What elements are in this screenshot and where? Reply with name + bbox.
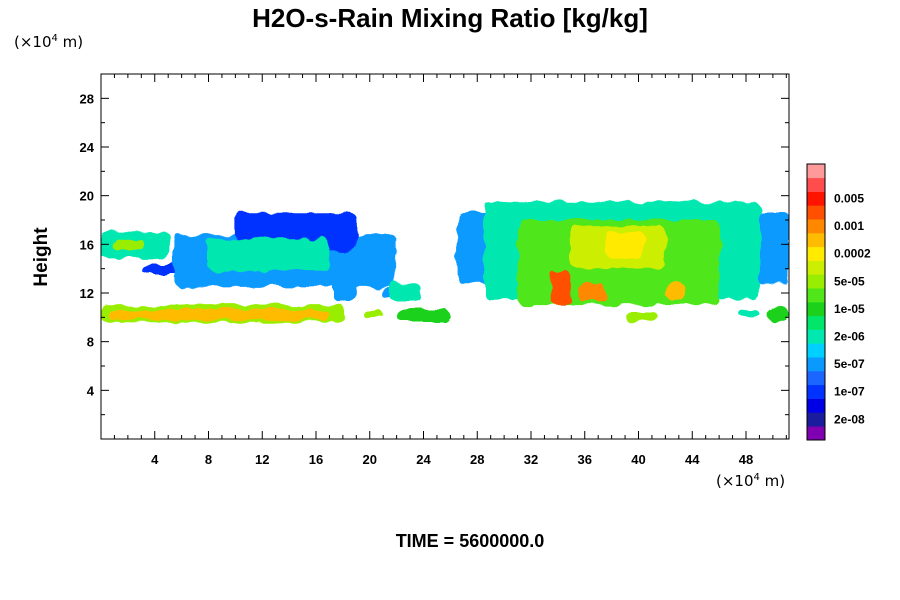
field-region [389,283,421,302]
x-tick-label: 4 [151,452,159,467]
x-tick-label: 32 [524,452,538,467]
colorbar-label: 0.005 [834,192,864,206]
x-tick-label: 20 [363,452,377,467]
colorbar-swatch [807,246,825,261]
field-region [665,283,686,300]
field-region [604,232,646,257]
field-region [111,238,144,251]
field-region [208,238,330,272]
y-tick-label: 4 [87,383,95,398]
colorbar-swatch [807,329,825,344]
x-tick-label: 40 [631,452,645,467]
colorbar-label: 5e-07 [834,357,865,371]
colorbar-swatch [807,233,825,248]
colorbar-swatch [807,412,825,427]
x-tick-label: 24 [416,452,431,467]
colorbar-label: 0.001 [834,219,864,233]
colorbar-swatch [807,398,825,413]
colorbar-label: 5e-05 [834,274,865,288]
x-tick-label: 48 [739,452,753,467]
colorbar-swatch [807,177,825,192]
colorbar-swatch [807,384,825,399]
colorbar-swatch [807,205,825,220]
colorbar-swatch [807,288,825,303]
colorbar-swatch [807,315,825,330]
colorbar-swatch [807,274,825,289]
field-region [396,310,451,321]
x-tick-label: 44 [685,452,700,467]
x-tick-label: 16 [309,452,323,467]
x-tick-label: 12 [255,452,269,467]
time-label: TIME = 5600000.0 [395,531,545,551]
y-tick-label: 12 [80,286,94,301]
colorbar-label: 0.0002 [834,247,871,261]
y-tick-label: 24 [80,140,95,155]
colorbar-label: 2e-08 [834,412,865,426]
x-axis-unit: (×104 m) [716,472,786,490]
field-region [551,271,572,306]
colorbar-swatch [807,302,825,317]
chart-title: H2O-s-Rain Mixing Ratio [kg/kg] [252,3,648,33]
y-tick-label: 8 [87,335,94,350]
colorbar-swatch [807,164,825,179]
colorbar-label: 1e-05 [834,302,865,316]
colorbar-label: 1e-07 [834,385,865,399]
x-tick-label: 36 [578,452,592,467]
y-tick-label: 16 [80,237,94,252]
field-region [578,283,605,302]
colorbar-swatch [807,219,825,234]
x-tick-label: 8 [205,452,212,467]
plot-frame [100,73,790,440]
colorbar-swatch [807,371,825,386]
colorbar-frame [806,163,826,441]
colorbar-swatch [807,343,825,358]
colorbar-swatch [807,357,825,372]
y-tick-label: 28 [80,91,94,106]
colorbar-swatch [807,426,825,441]
field-region [107,310,330,320]
field-region [766,307,789,320]
field-region [739,310,760,318]
field-region [625,312,659,323]
x-tick-label: 28 [470,452,484,467]
field-region [333,282,357,302]
colorbar-swatch [807,260,825,275]
colorbar-swatch [807,191,825,206]
colorbar-label: 2e-06 [834,330,865,344]
y-axis-unit: (×104 m) [14,33,84,51]
y-tick-label: 20 [80,189,94,204]
colorbar: 2e-08 1e-07 5e-07 2e-06 1e-05 5e-05 0.0002 0.00… [806,163,871,441]
data-field [101,201,789,323]
field-region [363,310,384,319]
